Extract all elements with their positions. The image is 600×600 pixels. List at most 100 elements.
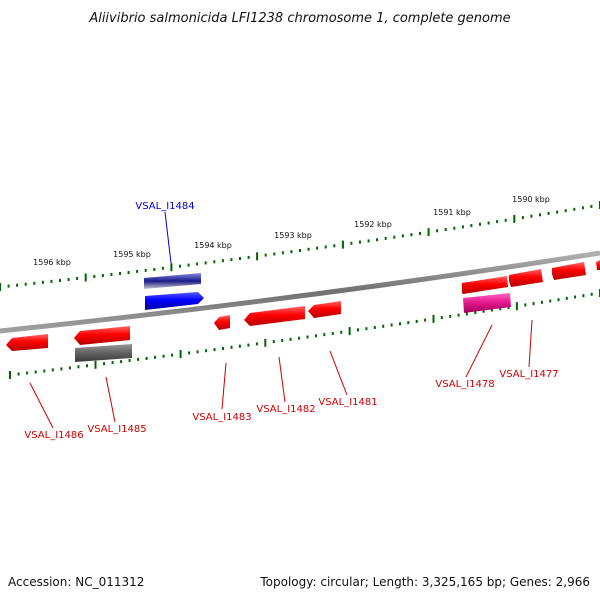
gene-arrow[interactable] — [462, 276, 508, 294]
gene-label[interactable]: VSAL_I1485 — [87, 424, 146, 435]
gene-label[interactable]: VSAL_I1481 — [318, 397, 377, 408]
minor-tick — [547, 211, 550, 215]
minor-tick — [340, 330, 343, 334]
minor-tick — [281, 251, 284, 255]
minor-tick — [264, 253, 267, 257]
major-tick — [264, 338, 267, 347]
minor-tick — [573, 207, 576, 211]
gene-label[interactable]: VSAL_I1478 — [435, 379, 494, 390]
minor-tick — [230, 345, 233, 349]
leader-line — [329, 350, 348, 396]
minor-tick — [407, 321, 410, 325]
minor-tick — [76, 277, 79, 280]
major-tick — [427, 228, 430, 237]
gene-VSAL_I1484[interactable] — [144, 273, 204, 310]
minor-tick — [549, 299, 552, 303]
minor-tick — [7, 284, 10, 288]
minor-tick — [111, 361, 114, 365]
gene-label[interactable]: VSAL_I1483 — [192, 412, 251, 423]
minor-tick — [444, 228, 447, 231]
minor-tick — [565, 296, 568, 300]
minor-tick — [153, 267, 156, 271]
minor-tick — [496, 220, 499, 224]
ruler-inner-ticks — [9, 289, 600, 379]
minor-tick — [221, 259, 224, 263]
gene-arrow[interactable] — [552, 262, 586, 280]
minor-tick — [162, 354, 165, 358]
minor-tick — [154, 355, 157, 359]
minor-tick — [504, 218, 507, 222]
minor-tick — [34, 370, 37, 374]
minor-tick — [453, 226, 456, 230]
minor-tick — [307, 247, 310, 251]
gene-label[interactable]: VSAL_I1482 — [256, 404, 315, 415]
minor-tick — [590, 292, 593, 296]
accession-text: Accession: NC_011312 — [8, 575, 144, 589]
minor-tick — [33, 281, 36, 285]
gene-arrow[interactable] — [144, 273, 201, 289]
minor-tick — [101, 274, 104, 277]
minor-tick — [299, 249, 301, 252]
position-label: 1591 kbp — [433, 208, 471, 217]
position-label: 1594 kbp — [194, 241, 232, 250]
minor-tick — [521, 216, 524, 220]
leader-line — [465, 324, 493, 378]
minor-tick — [461, 225, 464, 229]
minor-tick — [51, 368, 54, 372]
minor-tick — [50, 279, 53, 283]
map-title: Aliivibrio salmonicida LFI1238 chromosom… — [88, 11, 510, 26]
gene-label-highlighted[interactable]: VSAL_I1484 — [135, 201, 194, 212]
gene-arrow[interactable] — [463, 293, 511, 313]
major-tick — [84, 273, 87, 282]
minor-tick — [470, 224, 473, 228]
minor-tick — [43, 369, 46, 373]
minor-tick — [590, 204, 593, 208]
minor-tick — [59, 278, 61, 282]
minor-tick — [17, 372, 20, 376]
leader-line — [528, 319, 533, 368]
gene-arrow[interactable] — [244, 306, 305, 326]
minor-tick — [222, 347, 224, 350]
minor-tick — [205, 349, 208, 353]
minor-tick — [247, 343, 250, 347]
gene-arrow[interactable] — [308, 301, 341, 318]
genome-backbone — [0, 250, 600, 334]
minor-tick — [449, 314, 452, 318]
minor-tick — [359, 240, 361, 244]
gene-arrow[interactable] — [145, 292, 204, 310]
minor-tick — [110, 273, 113, 276]
gene-arrow[interactable] — [6, 334, 48, 351]
minor-tick — [86, 364, 88, 368]
minor-tick — [323, 333, 326, 337]
minor-tick — [67, 278, 70, 281]
minor-tick — [399, 322, 401, 326]
minor-tick — [127, 271, 130, 274]
minor-tick — [384, 236, 387, 240]
minor-tick — [487, 221, 490, 225]
minor-tick — [482, 309, 485, 313]
position-label: 1593 kbp — [274, 231, 312, 240]
minor-tick — [474, 311, 477, 315]
minor-tick — [324, 245, 327, 249]
gene-label[interactable]: VSAL_I1486 — [24, 430, 83, 441]
minor-tick — [213, 260, 216, 264]
gene-arrow[interactable] — [74, 326, 130, 345]
minor-tick — [213, 348, 216, 352]
minor-tick — [41, 280, 44, 284]
minor-tick — [557, 298, 560, 302]
minor-tick — [60, 367, 63, 371]
minor-tick — [204, 261, 207, 265]
position-label: 1592 kbp — [354, 220, 392, 229]
leader-line — [105, 376, 116, 423]
minor-tick — [540, 300, 543, 304]
gene-arrow[interactable] — [509, 269, 543, 287]
gene-arrow[interactable] — [596, 260, 600, 270]
minor-tick — [93, 275, 96, 278]
gene-label[interactable]: VSAL_I1477 — [499, 369, 558, 380]
minor-tick — [367, 239, 370, 243]
gene-arrow[interactable] — [214, 315, 230, 330]
gene-arrow[interactable] — [75, 344, 132, 362]
major-tick — [170, 263, 173, 272]
gene-labels: VSAL_I1484 VSAL_I1486 VSAL_I1485 VSAL_I1… — [24, 201, 558, 441]
